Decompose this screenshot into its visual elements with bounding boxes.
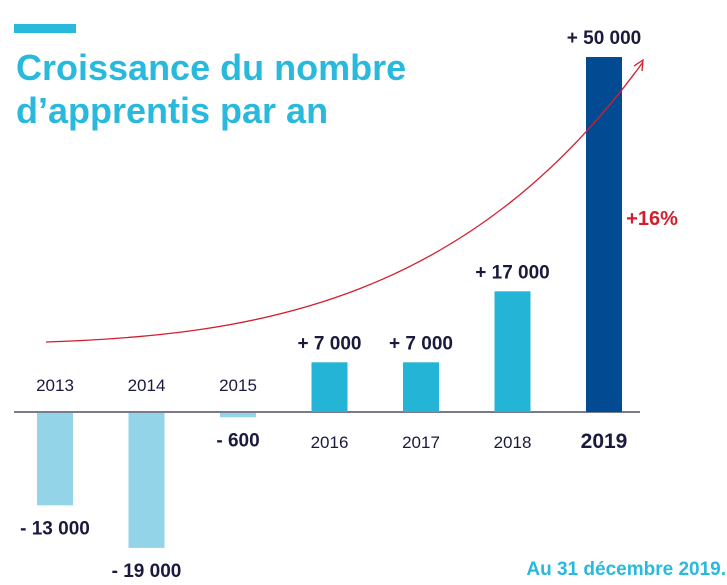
trend-percentage-label: +16% (626, 208, 678, 230)
value-label-2014: - 19 000 (112, 561, 182, 582)
year-label-2015: 2015 (219, 376, 257, 395)
footnote-date: Au 31 décembre 2019. (526, 559, 726, 580)
bar-2013 (37, 413, 73, 506)
value-label-2016: + 7 000 (298, 333, 362, 354)
bar-2019 (586, 57, 622, 412)
bar-2018 (494, 291, 531, 412)
bar-2017 (403, 362, 439, 412)
value-label-2019: + 50 000 (567, 28, 642, 49)
trend-curve (45, 61, 644, 343)
trend-arrowhead-icon (633, 58, 644, 72)
bar-2016 (311, 362, 348, 412)
chart-title-line-1: Croissance du nombre (16, 47, 406, 88)
year-label-2013: 2013 (36, 376, 74, 395)
year-label-2019: 2019 (581, 430, 628, 453)
value-label-2018: + 17 000 (475, 262, 550, 283)
value-label-2017: + 7 000 (389, 333, 453, 354)
value-label-2013: - 13 000 (20, 518, 90, 539)
year-label-2018: 2018 (494, 433, 532, 452)
value-labels-group: - 13 000 - 19 000 - 600 + 7 000 + 7 000 + 17 … (20, 28, 641, 582)
year-labels-group: 2013 2014 2015 2016 2017 2018 2019 (36, 376, 627, 453)
bar-2014 (128, 413, 165, 548)
bar-2015 (220, 413, 256, 418)
title-accent-bar (14, 24, 76, 33)
year-label-2014: 2014 (128, 376, 166, 395)
chart-title-line-2: d’apprentis par an (16, 90, 328, 131)
bars-group (37, 57, 622, 548)
value-label-2015: - 600 (216, 430, 259, 451)
year-label-2016: 2016 (311, 433, 349, 452)
year-label-2017: 2017 (402, 433, 440, 452)
